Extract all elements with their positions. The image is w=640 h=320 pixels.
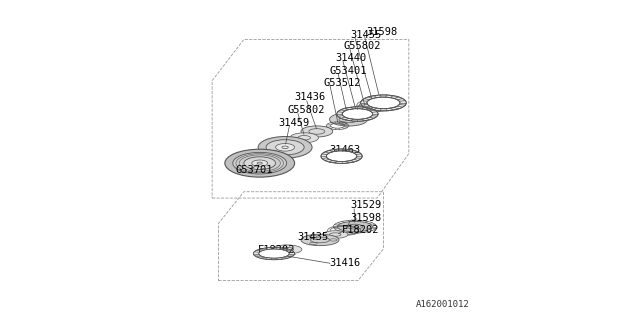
Ellipse shape xyxy=(259,249,289,258)
Ellipse shape xyxy=(360,95,406,111)
Ellipse shape xyxy=(330,113,367,126)
Ellipse shape xyxy=(252,160,268,166)
Ellipse shape xyxy=(266,140,304,155)
Text: G55802: G55802 xyxy=(344,41,381,52)
Ellipse shape xyxy=(233,152,287,174)
Ellipse shape xyxy=(337,221,372,232)
Text: F18202: F18202 xyxy=(342,225,380,235)
Text: G53701: G53701 xyxy=(236,165,273,175)
Text: A162001012: A162001012 xyxy=(415,300,469,309)
Text: 31436: 31436 xyxy=(294,92,326,102)
Ellipse shape xyxy=(276,143,294,151)
Text: 31598: 31598 xyxy=(366,27,397,36)
Ellipse shape xyxy=(323,231,348,238)
Text: 31455: 31455 xyxy=(350,30,381,40)
Text: 31459: 31459 xyxy=(279,117,310,128)
Text: 31435: 31435 xyxy=(298,232,329,242)
Ellipse shape xyxy=(321,149,362,164)
Ellipse shape xyxy=(342,109,372,119)
Ellipse shape xyxy=(253,247,294,260)
Ellipse shape xyxy=(337,107,378,121)
Ellipse shape xyxy=(301,126,333,137)
Text: 31529: 31529 xyxy=(350,200,381,210)
Text: 31440: 31440 xyxy=(335,53,367,63)
Text: G53512: G53512 xyxy=(323,78,361,88)
Ellipse shape xyxy=(301,234,339,246)
Text: F18202: F18202 xyxy=(258,245,296,255)
Text: 31416: 31416 xyxy=(330,258,361,268)
Text: 31463: 31463 xyxy=(330,146,361,156)
Ellipse shape xyxy=(367,97,400,109)
Ellipse shape xyxy=(244,157,276,170)
Ellipse shape xyxy=(354,105,380,114)
Ellipse shape xyxy=(258,137,312,158)
Text: 31598: 31598 xyxy=(350,213,381,223)
Ellipse shape xyxy=(271,245,302,254)
Ellipse shape xyxy=(225,149,294,177)
Ellipse shape xyxy=(326,151,356,162)
Ellipse shape xyxy=(290,133,319,143)
Text: G55802: G55802 xyxy=(287,105,325,115)
Text: G53401: G53401 xyxy=(330,66,367,76)
